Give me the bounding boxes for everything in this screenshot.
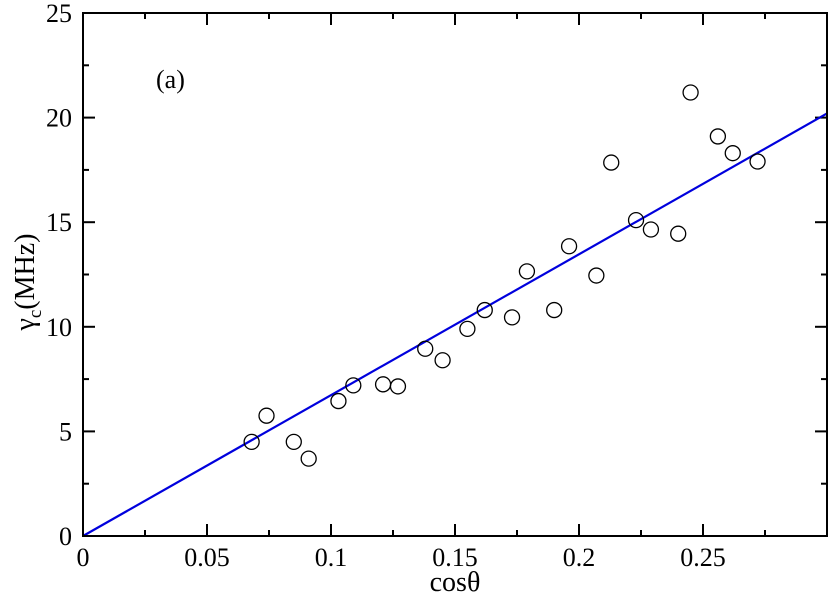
data-point [724, 145, 741, 162]
x-tick-label: 0.25 [680, 543, 726, 572]
data-point [546, 301, 563, 319]
data-point [588, 267, 605, 284]
y-axis-label-unit: (MHz) [10, 233, 41, 309]
data-point [670, 225, 687, 242]
axis-ticks [82, 12, 828, 537]
x-tick-label: 0.15 [432, 543, 478, 572]
data-point [709, 128, 727, 145]
data-point [642, 221, 660, 238]
data-markers [243, 84, 766, 467]
y-tick-label: 5 [59, 417, 72, 446]
y-tick-label: 20 [46, 104, 72, 133]
data-point [389, 378, 407, 395]
data-point [300, 450, 317, 467]
x-tick-label: 0.2 [563, 543, 596, 572]
x-tick-label: 0.1 [315, 543, 348, 572]
data-point [417, 340, 434, 357]
data-point [749, 153, 766, 170]
data-point [627, 211, 645, 229]
data-point [243, 433, 260, 451]
y-tick-label: 10 [46, 313, 72, 342]
data-point [258, 407, 275, 424]
data-point [560, 238, 578, 255]
x-axis-label: cosθ [430, 567, 481, 596]
fit-line [82, 112, 828, 537]
data-point [345, 377, 362, 394]
data-point [476, 301, 493, 319]
y-tick-label: 15 [46, 208, 72, 237]
x-tick-label: 0 [77, 543, 90, 572]
data-point [518, 263, 536, 280]
y-axis-label-subscript: c [25, 310, 46, 318]
data-point [330, 392, 347, 410]
data-point [603, 154, 620, 171]
y-axis-label-symbol: γ [10, 318, 41, 331]
y-tick-label: 25 [46, 0, 72, 28]
plot-frame [82, 12, 828, 537]
data-point [682, 84, 699, 101]
axis-tick-labels: 0 0.05 0.1 0.15 0.2 0.25 0 5 10 15 20 25 [46, 0, 726, 572]
data-point [459, 320, 476, 338]
panel-label: (a) [156, 65, 185, 94]
data-point [285, 433, 302, 451]
y-tick-label: 0 [59, 522, 72, 551]
data-point [434, 352, 451, 369]
data-point [374, 376, 392, 393]
x-tick-label: 0.05 [184, 543, 230, 572]
data-point [503, 309, 521, 326]
y-axis-label: γc(MHz) [10, 233, 46, 331]
